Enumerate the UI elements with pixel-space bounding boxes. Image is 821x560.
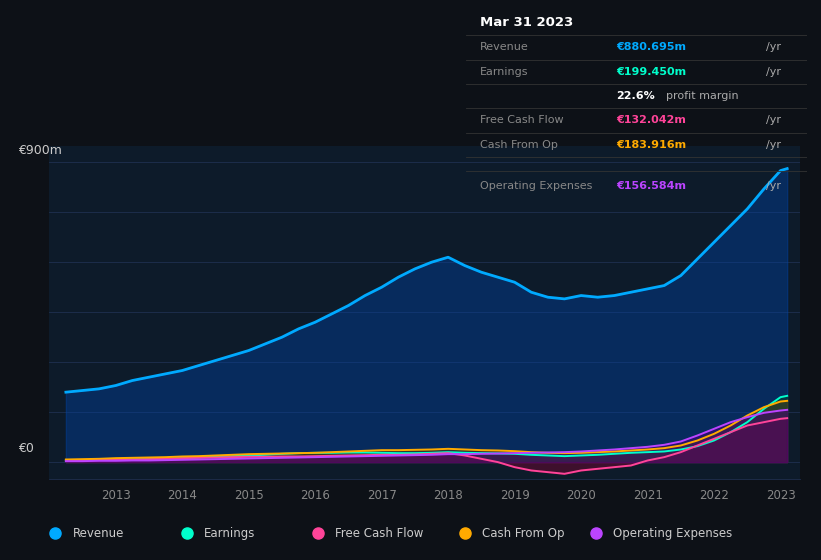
Text: €0: €0 [18,442,34,455]
Text: €880.695m: €880.695m [617,43,686,53]
Text: Cash From Op: Cash From Op [481,526,564,540]
Text: €156.584m: €156.584m [617,181,686,191]
Text: 22.6%: 22.6% [617,91,655,101]
Text: /yr: /yr [766,140,781,150]
Text: Operating Expenses: Operating Expenses [612,526,732,540]
Text: Cash From Op: Cash From Op [480,140,557,150]
Text: Free Cash Flow: Free Cash Flow [335,526,424,540]
Text: Revenue: Revenue [72,526,124,540]
Text: /yr: /yr [766,181,781,191]
Text: Earnings: Earnings [204,526,255,540]
Text: Mar 31 2023: Mar 31 2023 [480,16,573,29]
Text: Revenue: Revenue [480,43,529,53]
Text: /yr: /yr [766,43,781,53]
Text: Earnings: Earnings [480,67,529,77]
Text: Operating Expenses: Operating Expenses [480,181,592,191]
Text: /yr: /yr [766,115,781,125]
Text: /yr: /yr [766,67,781,77]
Text: €132.042m: €132.042m [617,115,686,125]
Text: profit margin: profit margin [666,91,738,101]
Text: €900m: €900m [18,144,62,157]
Text: €199.450m: €199.450m [617,67,686,77]
Text: Free Cash Flow: Free Cash Flow [480,115,563,125]
Text: €183.916m: €183.916m [617,140,686,150]
